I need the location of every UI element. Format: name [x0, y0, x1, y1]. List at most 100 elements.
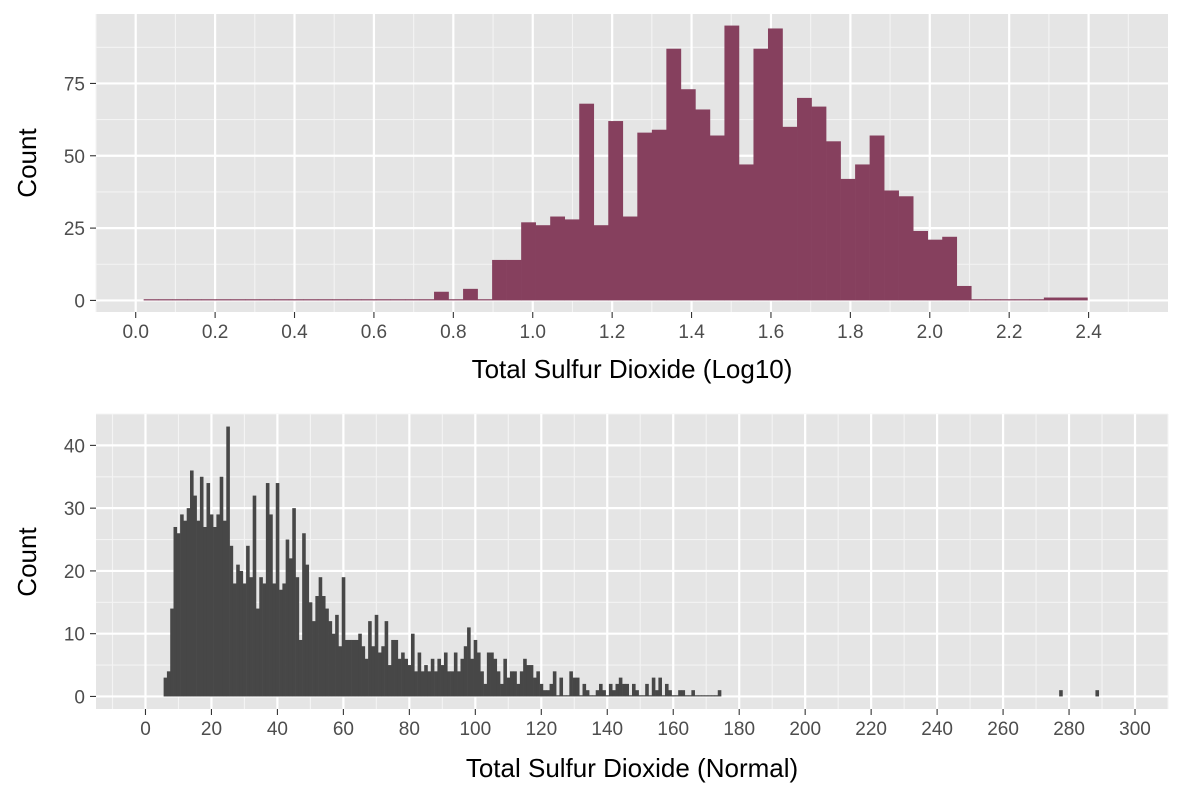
histogram-bar	[315, 596, 319, 697]
histogram-bar	[1029, 299, 1045, 301]
histogram-bar	[401, 652, 405, 697]
histogram-bar	[371, 646, 376, 697]
histogram-bar	[608, 683, 613, 697]
histogram-bar	[397, 658, 402, 697]
histogram-bar	[559, 677, 564, 697]
histogram-bar	[579, 103, 595, 301]
histogram-bar	[562, 695, 567, 697]
histogram-bar	[1058, 297, 1074, 301]
histogram-bar	[684, 695, 689, 697]
x-tick-label: 200	[789, 719, 821, 740]
histogram-bar	[375, 299, 391, 301]
histogram-bar	[674, 695, 679, 697]
histogram-bar	[272, 583, 277, 697]
histogram-bar	[285, 539, 290, 697]
histogram-bar	[593, 225, 609, 301]
histogram-bar	[523, 658, 527, 697]
histogram-bar	[618, 677, 623, 697]
x-tick-label: 0	[140, 719, 151, 740]
histogram-bar	[782, 126, 798, 301]
x-tick-label: 300	[1119, 719, 1151, 740]
x-tick-label: 60	[333, 719, 354, 740]
histogram-bar	[651, 677, 656, 697]
histogram-bar	[811, 106, 827, 301]
histogram-bar	[434, 671, 438, 697]
histogram-bar	[209, 514, 214, 697]
histogram-bar	[519, 671, 524, 697]
histogram-bar	[345, 639, 349, 697]
histogram-bar	[222, 520, 227, 697]
histogram-bar	[440, 665, 445, 697]
histogram-bar	[985, 299, 1001, 301]
histogram-bar	[246, 545, 250, 697]
histogram-bars	[143, 25, 1088, 301]
histogram-bar	[450, 671, 455, 697]
histogram-bar	[172, 299, 188, 301]
histogram-bar	[216, 514, 220, 697]
histogram-bar	[704, 695, 709, 697]
x-tick-label: 180	[723, 719, 755, 740]
histogram-bar	[575, 677, 580, 697]
x-tick-label: 260	[987, 719, 1019, 740]
histogram-bar	[486, 652, 491, 697]
x-tick-label: 0.4	[281, 322, 308, 343]
histogram-bar	[187, 299, 203, 301]
histogram-bar	[213, 526, 217, 697]
histogram-bar	[176, 533, 181, 697]
y-axis-title: Count	[12, 128, 42, 198]
histogram-bar	[701, 695, 705, 697]
histogram-bar	[595, 690, 600, 697]
histogram-bar	[1059, 690, 1063, 697]
histogram-bar	[288, 558, 293, 697]
histogram-bar	[549, 683, 554, 697]
histogram-bar	[427, 671, 432, 697]
histogram-bar	[473, 639, 478, 697]
histogram-bar	[658, 677, 662, 697]
histogram-bar	[411, 633, 415, 697]
histogram-bar	[460, 658, 465, 697]
log10-histogram-panel: 0.0 0.2 0.4 0.6 0.8 1.0 1.2 1.4 1.6 1.8 2.0 2.2 2.4 0…	[12, 14, 1168, 384]
histogram-bar	[1000, 299, 1016, 301]
y-tick-label: 10	[64, 625, 85, 646]
histogram-bar	[490, 652, 494, 697]
histogram-bar	[417, 652, 422, 697]
histogram-bar	[477, 299, 493, 301]
x-tick-label: 0.0	[122, 322, 148, 343]
histogram-bar	[681, 690, 686, 697]
histogram-bar	[328, 621, 333, 697]
histogram-bar	[680, 89, 696, 301]
histogram-bar	[688, 695, 692, 697]
histogram-bar	[605, 695, 610, 697]
histogram-bar	[292, 508, 296, 697]
histogram-bar	[855, 164, 870, 301]
histogram-bar	[635, 690, 639, 697]
histogram-bar	[274, 299, 290, 301]
histogram-bar	[500, 683, 504, 697]
histogram-bar	[341, 577, 346, 697]
histogram-bar	[298, 639, 303, 697]
histogram-bar	[236, 564, 240, 697]
histogram-bar	[457, 671, 461, 697]
histogram-bar	[448, 299, 464, 301]
histogram-bar	[361, 299, 377, 301]
histogram-bar	[542, 690, 547, 697]
histogram-bar	[394, 639, 399, 697]
histogram-bar	[282, 583, 286, 697]
histogram-bar	[443, 652, 448, 697]
histogram-bar	[190, 470, 194, 697]
histogram-bar	[279, 589, 283, 697]
x-axis-title: Total Sulfur Dioxide (Log10)	[472, 354, 793, 384]
histogram-bar	[869, 135, 885, 301]
histogram-bar	[637, 132, 653, 301]
histogram-bar	[602, 690, 606, 697]
histogram-bar	[424, 665, 428, 697]
histogram-bar	[321, 596, 326, 697]
histogram-bar	[265, 483, 270, 697]
histogram-bar	[556, 695, 560, 697]
y-tick-label: 75	[64, 74, 85, 95]
x-tick-label: 220	[855, 719, 887, 740]
histogram-bar	[615, 683, 620, 697]
histogram-bar	[434, 291, 449, 301]
histogram-bar	[971, 299, 987, 301]
